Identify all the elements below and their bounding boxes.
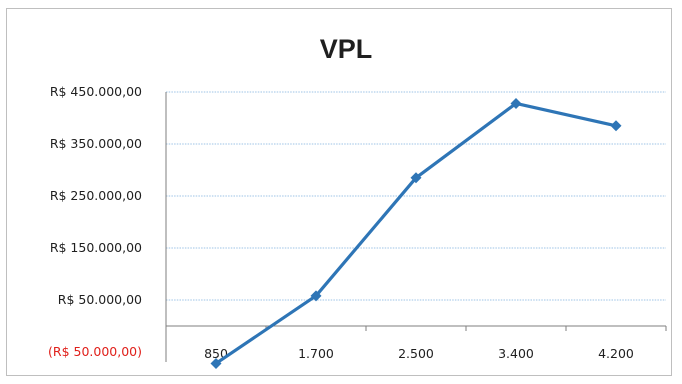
x-tick-label: 3.400 bbox=[498, 346, 534, 361]
x-tick-label: 2.500 bbox=[398, 346, 434, 361]
gridlines bbox=[166, 91, 666, 301]
y-axis-tick-labels: R$ 450.000,00 R$ 350.000,00 R$ 250.000,00 R… bbox=[48, 84, 142, 359]
axes bbox=[165, 92, 667, 362]
x-tick-label: 4.200 bbox=[598, 346, 634, 361]
data-point-marker bbox=[510, 97, 522, 109]
y-tick-label: R$ 350.000,00 bbox=[50, 136, 142, 151]
x-tick-label: 850 bbox=[204, 346, 228, 361]
chart-frame bbox=[6, 8, 672, 376]
y-tick-label: R$ 50.000,00 bbox=[58, 292, 142, 307]
series-group bbox=[210, 97, 622, 369]
chart-title: VPL bbox=[320, 34, 373, 64]
data-point-marker bbox=[410, 172, 422, 184]
x-tick-label: 1.700 bbox=[298, 346, 334, 361]
y-tick-label: R$ 250.000,00 bbox=[50, 188, 142, 203]
y-tick-label: (R$ 50.000,00) bbox=[48, 344, 142, 359]
y-tick-label: R$ 150.000,00 bbox=[50, 240, 142, 255]
y-tick-label: R$ 450.000,00 bbox=[50, 84, 142, 99]
data-point-marker bbox=[310, 290, 322, 302]
x-axis-tick-labels: 850 1.700 2.500 3.400 4.200 bbox=[204, 346, 634, 361]
data-point-marker bbox=[610, 120, 622, 132]
series-line bbox=[214, 101, 618, 366]
data-point-marker bbox=[210, 357, 222, 369]
